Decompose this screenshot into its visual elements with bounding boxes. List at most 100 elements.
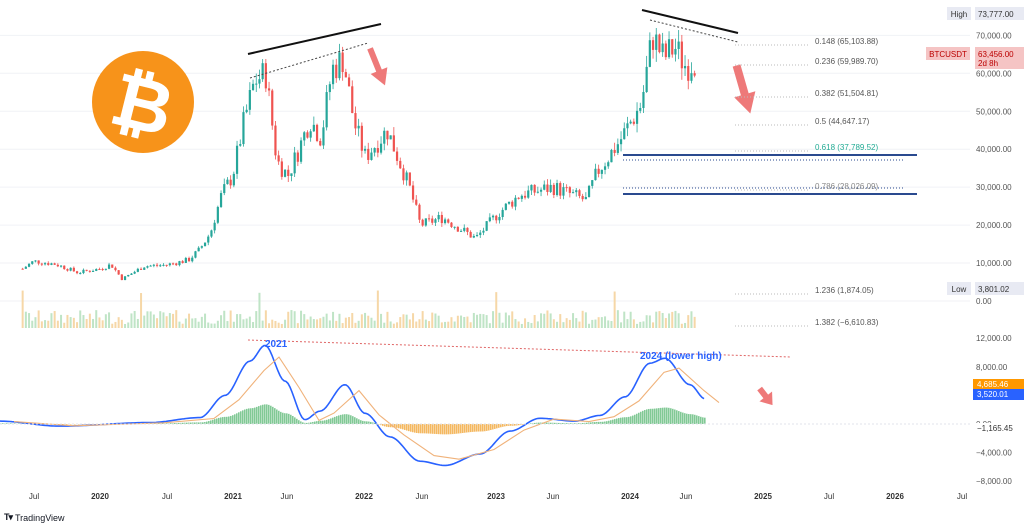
candle-body xyxy=(626,123,629,129)
candle-body xyxy=(152,264,155,266)
macd-tick-label: 12,000.00 xyxy=(976,334,1012,343)
price-tick-label: 0.00 xyxy=(976,297,992,306)
time-tick-label: Jun xyxy=(547,492,560,501)
volume-bar xyxy=(229,310,232,328)
volume-bar xyxy=(63,322,66,328)
candle-body xyxy=(651,40,655,50)
candle-body xyxy=(437,214,440,220)
macd-histogram-bar xyxy=(638,412,640,424)
time-tick-label: 2025 xyxy=(754,492,772,501)
macd-histogram-bar xyxy=(258,406,260,424)
volume-bar xyxy=(495,292,498,328)
candle-body xyxy=(187,257,191,262)
volume-bar xyxy=(623,311,626,328)
candle-body xyxy=(427,218,431,220)
macd-histogram-bar xyxy=(252,408,254,424)
brand-label: TradingView xyxy=(15,512,65,523)
macd-histogram-bar xyxy=(530,423,532,424)
volume-bar xyxy=(258,292,261,328)
candle-body xyxy=(568,187,571,193)
volume-bar xyxy=(268,323,271,328)
candle-body xyxy=(363,148,367,151)
candle-body xyxy=(258,79,261,84)
macd-histogram-bar xyxy=(420,424,422,434)
volume-bar xyxy=(607,320,610,328)
macd-histogram-bar xyxy=(440,424,442,435)
macd-value-label: −1,165.45 xyxy=(977,424,1013,433)
volume-bar xyxy=(309,316,312,328)
volume-bar xyxy=(226,321,229,328)
candle-body xyxy=(399,160,402,169)
macd-histogram-bar xyxy=(264,404,266,424)
candle-body xyxy=(107,264,111,269)
candle-body xyxy=(613,149,616,153)
macd-histogram-bar xyxy=(276,409,278,424)
volume-bar xyxy=(168,313,171,328)
candle-body xyxy=(312,124,315,132)
candle-body xyxy=(255,83,258,85)
candle-body xyxy=(690,73,693,81)
macd-histogram-bar xyxy=(304,422,306,424)
volume-bar xyxy=(424,319,427,328)
candle-body xyxy=(53,263,56,265)
candle-body xyxy=(31,261,34,264)
volume-bar xyxy=(632,319,635,328)
macd-histogram-bar xyxy=(484,424,486,432)
candle-body xyxy=(75,271,79,274)
macd-histogram-bar xyxy=(314,421,316,424)
macd-histogram-bar xyxy=(698,416,700,424)
macd-histogram-bar xyxy=(590,422,592,424)
macd-histogram-bar xyxy=(426,424,428,434)
macd-histogram-bar xyxy=(436,424,438,435)
volume-bar xyxy=(133,310,136,328)
volume-bar xyxy=(152,314,155,328)
macd-histogram-bar xyxy=(604,421,606,424)
macd-histogram-bar xyxy=(336,416,338,424)
volume-bar xyxy=(28,313,31,328)
macd-histogram-bar xyxy=(614,419,616,424)
volume-bar xyxy=(501,322,504,328)
macd-histogram-bar xyxy=(504,424,506,427)
volume-bar xyxy=(357,320,360,328)
volume-bar xyxy=(280,323,283,328)
time-tick-label: Jun xyxy=(281,492,294,501)
candle-body xyxy=(271,90,274,126)
candle-body xyxy=(303,132,306,141)
macd-histogram-bar xyxy=(270,405,272,424)
macd-histogram-bar xyxy=(664,407,666,424)
volume-bar xyxy=(428,321,431,328)
candle-body xyxy=(517,197,520,199)
tradingview-brand: T▾ TradingView xyxy=(4,512,65,523)
macd-histogram-bar xyxy=(574,423,576,424)
macd-histogram-bar xyxy=(386,424,388,427)
candle-body xyxy=(261,63,264,80)
volume-bar xyxy=(482,314,485,328)
volume-bar xyxy=(648,315,651,328)
macd-histogram-bar xyxy=(510,424,512,426)
candle-body xyxy=(511,201,514,207)
candle-body xyxy=(562,187,565,196)
candle-body xyxy=(219,193,223,207)
candle-body xyxy=(447,219,450,223)
volume-bar xyxy=(533,315,536,328)
macd-histogram-bar xyxy=(306,422,308,424)
volume-bar xyxy=(194,318,197,328)
candle-body xyxy=(475,234,479,236)
macd-histogram-bar xyxy=(224,416,226,424)
volume-bar xyxy=(322,316,325,328)
macd-histogram-bar xyxy=(180,422,182,424)
macd-histogram-bar xyxy=(544,422,546,424)
macd-histogram-bar xyxy=(476,424,478,432)
macd-histogram-bar xyxy=(430,424,432,434)
time-tick-label: 2021 xyxy=(224,492,242,501)
volume-bar xyxy=(85,318,88,328)
macd-histogram-bar xyxy=(566,423,568,424)
macd-histogram-bar xyxy=(414,424,416,433)
candle-body xyxy=(43,263,47,265)
macd-histogram-bar xyxy=(656,408,658,424)
macd-histogram-bar xyxy=(324,420,326,424)
candle-body xyxy=(565,187,568,189)
candle-body xyxy=(27,263,31,267)
macd-tick-label: −8,000.00 xyxy=(976,477,1012,486)
candle-body xyxy=(610,149,613,163)
